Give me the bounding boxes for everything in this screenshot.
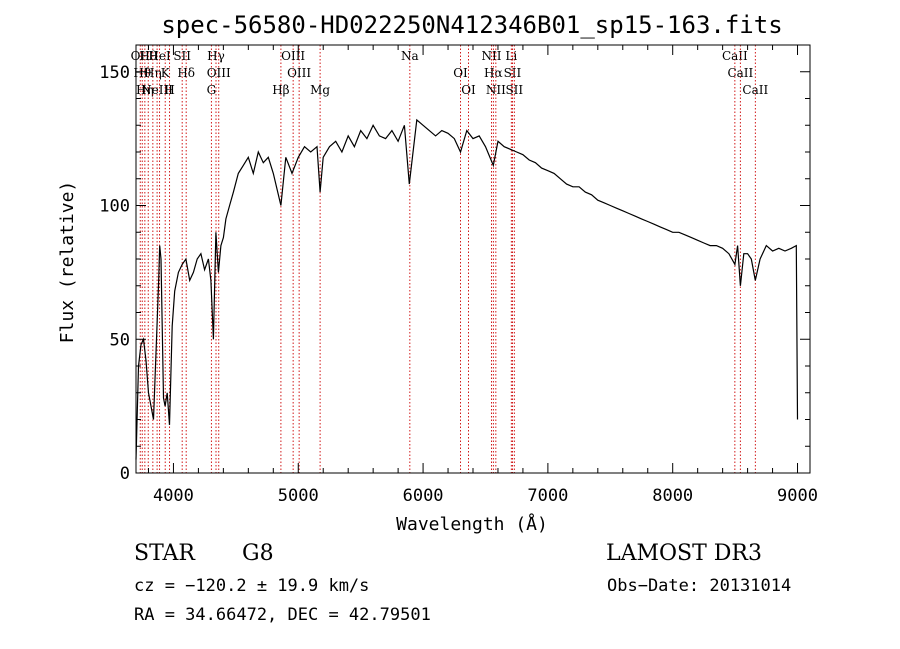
object-class: STAR [134,541,196,566]
object-subclass: G8 [242,541,274,566]
line-label: Na [401,49,419,63]
redshift-readout: cz = −120.2 ± 19.9 km/s [134,576,369,596]
line-label: Li [505,49,517,63]
axis-ticks: 4000 5000 6000 7000 8000 9000 0 50 100 150 [99,45,818,506]
line-label: NII [486,83,506,97]
y-tick-label: 50 [110,330,130,350]
y-tick-label: 150 [99,63,130,83]
x-tick-label: 4000 [153,486,194,506]
line-label: SII [173,49,191,63]
x-axis-label: Wavelength (Å) [396,513,548,535]
line-label: Hη [136,83,154,97]
x-tick-label: 7000 [527,486,568,506]
line-label: OIII [207,66,231,80]
y-axis-label: Flux (relative) [57,181,78,344]
line-label: OI [461,83,476,97]
line-label: Hη [144,66,162,80]
line-label: CaII [727,66,753,80]
line-label: Hθ [133,66,151,80]
line-label: NII [481,49,501,63]
line-label: SII [505,83,523,97]
obs-date-readout: Obs−Date: 20131014 [607,576,791,596]
line-label: CaII [722,49,748,63]
x-tick-label: 6000 [403,486,444,506]
line-label: Hα [484,66,503,80]
x-tick-label: 5000 [278,486,319,506]
line-label: CaII [742,83,768,97]
line-label: Hδ [177,66,195,80]
line-label: SII [504,66,522,80]
y-tick-label: 100 [99,197,130,217]
line-label: H [164,83,174,97]
line-label: OI [453,66,468,80]
plot-frame [135,44,811,474]
chart-title: spec-56580-HD022250N412346B01_sp15-163.f… [161,11,782,39]
line-label: Hβ [272,83,289,97]
line-label: OIII [281,49,305,63]
line-label: Hγ [207,49,225,63]
line-label: G [207,83,217,97]
coordinates-readout: RA = 34.66472, DEC = 42.79501 [134,605,431,625]
spectral-line-markers: OIIHθHηHθHηNeIIIHeIKHSIIHδGHγOIIIHβOIIIO… [131,45,768,473]
y-tick-label: 0 [120,464,130,484]
line-label: Mg [310,83,330,97]
x-tick-label: 8000 [652,486,693,506]
spectrum-series-line [135,118,799,460]
survey-label: LAMOST DR3 [606,541,762,566]
line-label: HeI [148,49,171,63]
line-label: NeIII [141,83,173,97]
line-label: OIII [287,66,311,80]
line-label: K [161,66,171,80]
x-tick-label: 9000 [777,486,818,506]
